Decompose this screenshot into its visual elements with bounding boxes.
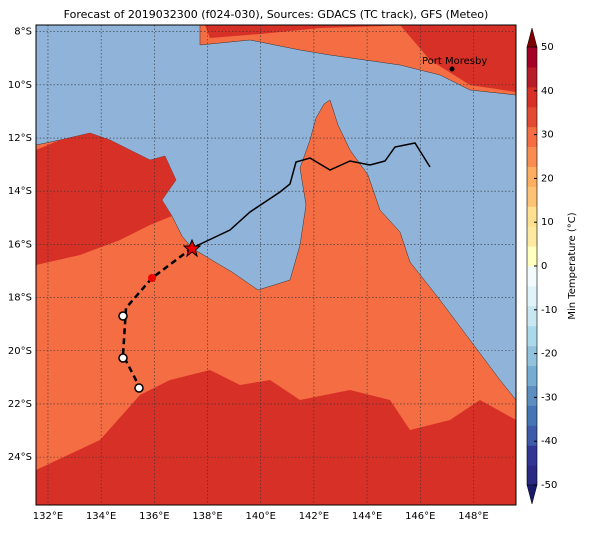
place-marker — [449, 66, 455, 72]
colorbar-band — [527, 285, 537, 307]
colorbar-extend — [526, 27, 538, 48]
colorbar-tick-label: 30 — [541, 130, 554, 141]
y-tick-label: 24°S — [8, 452, 32, 463]
colorbar-band — [527, 186, 537, 207]
y-tick-label: 14°S — [8, 186, 32, 197]
colorbar-band — [527, 126, 537, 148]
colorbar-band — [527, 305, 537, 327]
colorbar-band — [527, 86, 537, 108]
colorbar-band — [527, 345, 537, 367]
colorbar-tick-label: -30 — [541, 392, 557, 403]
colorbar-band — [527, 166, 537, 187]
y-tick-label: 22°S — [8, 399, 32, 410]
y-tick-label: 20°S — [8, 346, 32, 357]
y-tick-label: 18°S — [8, 293, 32, 304]
x-tick-label: 144°E — [352, 511, 382, 522]
map: Port Moresby — [35, 24, 517, 506]
forecast-point — [134, 383, 144, 393]
colorbar-band — [527, 106, 537, 128]
colorbar-band — [527, 146, 537, 167]
colorbar-tick-label: -10 — [541, 305, 557, 316]
colorbar-band — [527, 226, 537, 247]
colorbar-extend — [526, 484, 538, 505]
colorbar-tick-label: 20 — [541, 173, 554, 184]
colorbar-label: Min Temperature (°C) — [567, 212, 578, 319]
colorbar-band — [527, 266, 537, 287]
y-tick-label: 10°S — [8, 80, 32, 91]
colorbar-tick-label: -20 — [541, 349, 557, 360]
forecast-point — [118, 311, 128, 321]
x-tick-label: 136°E — [139, 511, 169, 522]
x-tick-label: 148°E — [458, 511, 488, 522]
x-tick-label: 134°E — [86, 511, 116, 522]
y-tick-label: 8°S — [14, 27, 32, 38]
current-position — [182, 238, 202, 258]
colorbar-band — [527, 47, 537, 68]
forecast-point — [118, 353, 128, 363]
x-tick-label: 132°E — [33, 511, 63, 522]
colorbar-band — [527, 385, 537, 406]
colorbar-band — [527, 246, 537, 267]
warm-region — [36, 133, 176, 265]
colorbar-band — [527, 66, 537, 88]
colorbar-band — [527, 365, 537, 386]
colorbar — [526, 27, 538, 505]
y-tick-label: 16°S — [8, 239, 32, 250]
x-tick-label: 140°E — [246, 511, 276, 522]
map-frame — [35, 24, 517, 506]
colorbar-tick-label: 0 — [541, 261, 547, 272]
colorbar-band — [527, 325, 537, 347]
x-tick-label: 142°E — [299, 511, 329, 522]
title: Forecast of 2019032300 (f024-030), Sourc… — [64, 8, 489, 21]
colorbar-band — [527, 206, 537, 227]
colorbar-tick-label: 40 — [541, 86, 554, 97]
colorbar-tick-label: -50 — [541, 480, 557, 491]
colorbar-band — [527, 405, 537, 426]
colorbar-band — [527, 445, 537, 466]
x-tick-label: 146°E — [405, 511, 435, 522]
colorbar-tick-label: 10 — [541, 217, 554, 228]
forecast-point — [148, 274, 156, 282]
place-label: Port Moresby — [422, 56, 487, 67]
y-tick-label: 12°S — [8, 133, 32, 144]
observed-track — [191, 142, 431, 249]
colorbar-tick-label: -40 — [541, 436, 557, 447]
grid — [36, 25, 516, 505]
warm-region — [205, 25, 516, 92]
forecast-track — [121, 247, 193, 389]
x-tick-label: 138°E — [192, 511, 222, 522]
colorbar-tick-label: 50 — [541, 42, 554, 53]
colorbar-band — [527, 465, 537, 486]
colorbar-band — [527, 425, 537, 446]
